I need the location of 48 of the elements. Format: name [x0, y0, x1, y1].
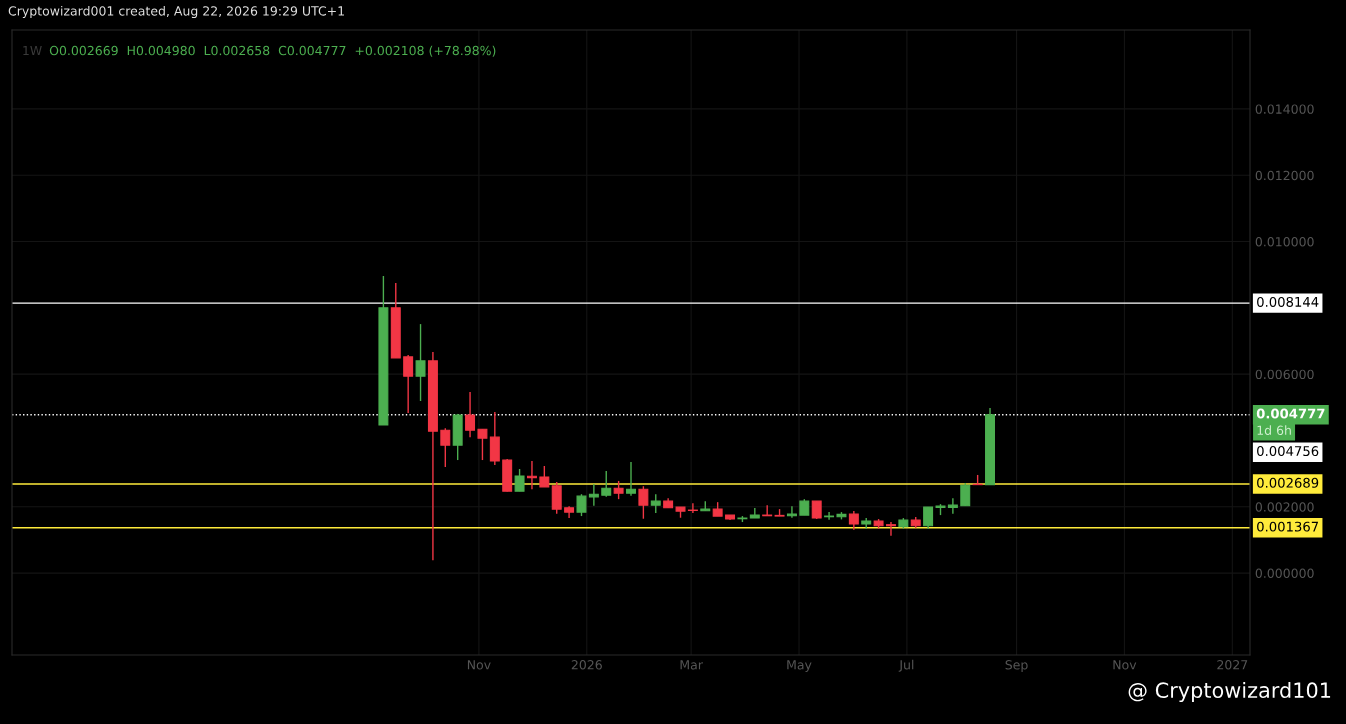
y-tick-label: 0.002000 — [1255, 502, 1314, 512]
candlestick — [786, 505, 797, 519]
text: 1W — [23, 46, 42, 56]
x-tick-label: Jul — [898, 659, 914, 672]
candlestick — [440, 427, 451, 468]
candlestick — [687, 502, 698, 514]
candlestick — [489, 411, 500, 466]
candlestick — [613, 480, 624, 500]
ref-line-label: 0.002689 — [1257, 477, 1319, 488]
candlestick — [848, 510, 859, 531]
candlestick — [477, 428, 488, 461]
candlestick — [947, 497, 958, 515]
x-tick-label: 2027 — [1217, 660, 1248, 670]
text: 0.004756 — [1257, 446, 1319, 457]
text: @ Cryptowizard101 — [1128, 681, 1331, 703]
x-tick-label: Nov — [1113, 660, 1137, 670]
candlestick — [465, 391, 476, 438]
x-tick-label: Mar — [680, 660, 703, 670]
y-tick-label: 0.000000 — [1255, 568, 1314, 579]
y-tick-label: 0.014000 — [1255, 104, 1314, 114]
candlestick — [960, 482, 971, 507]
candlestick — [539, 465, 550, 488]
candlestick — [886, 521, 896, 537]
candlestick — [824, 511, 835, 521]
text: 1d 6h — [1257, 425, 1291, 436]
x-tick-label: 2026 — [571, 660, 602, 670]
text: O0.002669 H0.004980 L0.002658 C0.004777 +0.002108 (+78.98%) — [49, 45, 496, 57]
candlestick — [403, 354, 414, 414]
candlestick — [626, 461, 636, 497]
candlestick — [514, 468, 525, 492]
y-tick-label: 0.006000 — [1255, 369, 1314, 380]
text: Cryptowizard001 created, Aug 22, 2026 19:29 UTC+1 — [8, 5, 344, 19]
candlestick — [638, 485, 649, 520]
x-tick-label: May — [787, 660, 812, 672]
x-tick-label: Nov — [467, 660, 491, 670]
candlestick — [762, 504, 773, 517]
y-tick-label: 0.012000 — [1255, 170, 1314, 181]
candlestick — [415, 323, 426, 402]
ref-line-label: 0.004777 — [1256, 408, 1325, 419]
ref-line-label: 0.008144 — [1257, 296, 1319, 307]
candlestick — [923, 506, 934, 530]
ref-line-label: 0.001367 — [1257, 521, 1319, 532]
candlestick — [551, 481, 562, 515]
candlestick — [650, 493, 661, 514]
x-tick-label: Sep — [1005, 660, 1028, 672]
candlestick — [601, 470, 612, 498]
y-tick-label: 0.010000 — [1255, 237, 1314, 247]
candlestick — [576, 493, 587, 517]
